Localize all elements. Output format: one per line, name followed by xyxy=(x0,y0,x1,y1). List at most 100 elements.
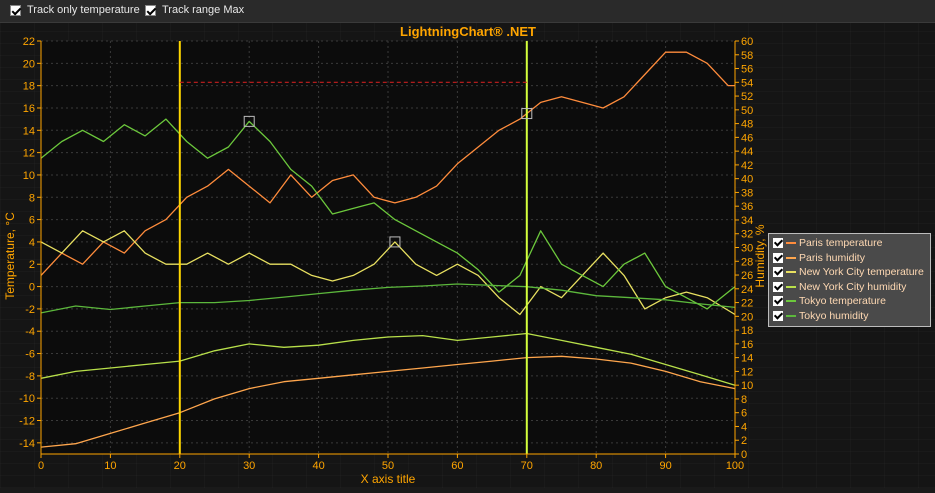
track-only-temperature-label: Track only temperature xyxy=(27,4,140,16)
y-right-tick-label: 18 xyxy=(741,325,753,337)
y-axis-right-title: Humidity, % xyxy=(753,224,767,287)
y-right-tick-label: 24 xyxy=(741,284,753,296)
y-left-tick-label: 6 xyxy=(29,215,35,227)
y-right-tick-label: 44 xyxy=(741,146,753,158)
y-left-tick-label: 20 xyxy=(23,58,35,70)
tracking-marker xyxy=(521,108,533,120)
series-layer xyxy=(40,51,736,448)
x-tick-label: 0 xyxy=(38,460,44,472)
y-right-tick-label: 28 xyxy=(741,256,753,268)
y-left-tick-label: 4 xyxy=(29,237,35,249)
legend-label: New York City humidity xyxy=(799,280,907,293)
y-right-tick-label: 56 xyxy=(741,64,753,76)
x-tick-label: 20 xyxy=(174,460,186,472)
tracking-marker xyxy=(389,236,401,248)
legend-item[interactable]: Tokyo humidity xyxy=(773,309,926,324)
y-right-tick-label: 30 xyxy=(741,243,753,255)
x-tick-label: 30 xyxy=(243,460,255,472)
series-line-new-york-city-temperature xyxy=(40,230,736,316)
track-range-max-label: Track range Max xyxy=(162,4,245,16)
grid xyxy=(40,40,736,454)
legend-item[interactable]: Tokyo temperature xyxy=(773,294,926,309)
x-tick-label: 40 xyxy=(312,460,324,472)
legend-item[interactable]: Paris temperature xyxy=(773,236,926,251)
series-line-paris-temperature xyxy=(40,51,735,276)
y-left-tick-label: -10 xyxy=(19,393,35,405)
y-right-tick-label: 26 xyxy=(741,270,753,282)
legend-item[interactable]: New York City humidity xyxy=(773,280,926,295)
series-line-tokyo-humidity xyxy=(40,283,736,314)
y-right-tick-label: 38 xyxy=(741,187,753,199)
y-right-tick-label: 60 xyxy=(741,36,753,48)
series-line-new-york-city-humidity xyxy=(40,332,736,386)
y-right-tick-label: 54 xyxy=(741,77,753,89)
y-left-tick-label: -6 xyxy=(25,349,35,361)
legend-label: New York City temperature xyxy=(799,266,924,279)
x-tick-label: 50 xyxy=(382,460,394,472)
x-tick-label: 80 xyxy=(590,460,602,472)
legend-label: Tokyo humidity xyxy=(799,309,869,322)
legend-line-swatch xyxy=(786,242,796,245)
track-range-max-checkbox[interactable]: Track range Max xyxy=(145,4,244,16)
x-tick-label: 60 xyxy=(451,460,463,472)
y-right-tick-label: 50 xyxy=(741,105,753,117)
series-line-tokyo-temperature xyxy=(40,118,736,310)
checkbox-checked-icon[interactable] xyxy=(145,4,156,16)
track-only-temperature-checkbox[interactable]: Track only temperature xyxy=(10,4,140,16)
legend-line-swatch xyxy=(786,314,796,317)
tracking-marker xyxy=(243,115,255,127)
y-right-tick-label: 34 xyxy=(741,215,753,227)
checkbox-checked-icon[interactable] xyxy=(773,267,783,278)
y-right-tick-label: 8 xyxy=(741,394,747,406)
y-left-tick-label: 14 xyxy=(23,125,35,137)
x-tick-label: 70 xyxy=(521,460,533,472)
legend-line-swatch xyxy=(786,300,796,303)
legend-item[interactable]: Paris humidity xyxy=(773,251,926,266)
x-tick-label: 10 xyxy=(104,460,116,472)
y-left-tick-label: -2 xyxy=(25,304,35,316)
y-right-tick-label: 40 xyxy=(741,174,753,186)
legend-label: Tokyo temperature xyxy=(799,295,886,308)
legend: Paris temperature Paris humidity New York … xyxy=(768,233,931,327)
y-right-tick-label: 20 xyxy=(741,311,753,323)
y-right-tick-label: 14 xyxy=(741,353,753,365)
y-right-tick-label: 52 xyxy=(741,91,753,103)
checkbox-checked-icon[interactable] xyxy=(773,238,783,249)
toolbar: Track only temperature Track range Max xyxy=(0,0,935,23)
y-right-tick-label: 32 xyxy=(741,229,753,241)
legend-label: Paris humidity xyxy=(799,251,865,264)
y-left-tick-label: 0 xyxy=(29,282,35,294)
legend-item[interactable]: New York City temperature xyxy=(773,265,926,280)
checkbox-checked-icon[interactable] xyxy=(10,4,21,16)
y-left-tick-label: 2 xyxy=(29,259,35,271)
y-left-tick-label: -4 xyxy=(25,326,35,338)
legend-line-swatch xyxy=(786,256,796,259)
checkbox-checked-icon[interactable] xyxy=(773,296,783,307)
y-right-tick-label: 42 xyxy=(741,160,753,172)
y-left-tick-label: -12 xyxy=(19,416,35,428)
checkbox-checked-icon[interactable] xyxy=(773,281,783,292)
y-left-tick-label: -14 xyxy=(19,438,35,450)
chart-title: LightningChart® .NET xyxy=(400,24,536,39)
y-left-tick-label: 22 xyxy=(23,36,35,48)
y-left-tick-label: -8 xyxy=(25,371,35,383)
y-right-tick-label: 10 xyxy=(741,380,753,392)
legend-line-swatch xyxy=(786,285,796,288)
y-right-tick-label: 6 xyxy=(741,408,747,420)
y-left-tick-label: 12 xyxy=(23,148,35,160)
y-right-tick-label: 48 xyxy=(741,119,753,131)
y-right-tick-label: 2 xyxy=(741,435,747,447)
y-left-tick-label: 18 xyxy=(23,81,35,93)
x-tick-label: 100 xyxy=(726,460,744,472)
cursor-layer xyxy=(178,41,533,454)
y-right-tick-label: 16 xyxy=(741,339,753,351)
checkbox-checked-icon[interactable] xyxy=(773,310,783,321)
y-right-tick-label: 0 xyxy=(741,449,747,461)
y-left-tick-label: 8 xyxy=(29,192,35,204)
y-right-tick-label: 12 xyxy=(741,366,753,378)
chart-area: 0 10 20 30 40 50 60 70 80 90 100 -14 -12 -10 -8 -6 -4 -2 0… xyxy=(0,23,935,488)
y-right-tick-label: 36 xyxy=(741,201,753,213)
checkbox-checked-icon[interactable] xyxy=(773,252,783,263)
y-right-tick-label: 46 xyxy=(741,132,753,144)
series-line-paris-humidity xyxy=(40,355,736,448)
